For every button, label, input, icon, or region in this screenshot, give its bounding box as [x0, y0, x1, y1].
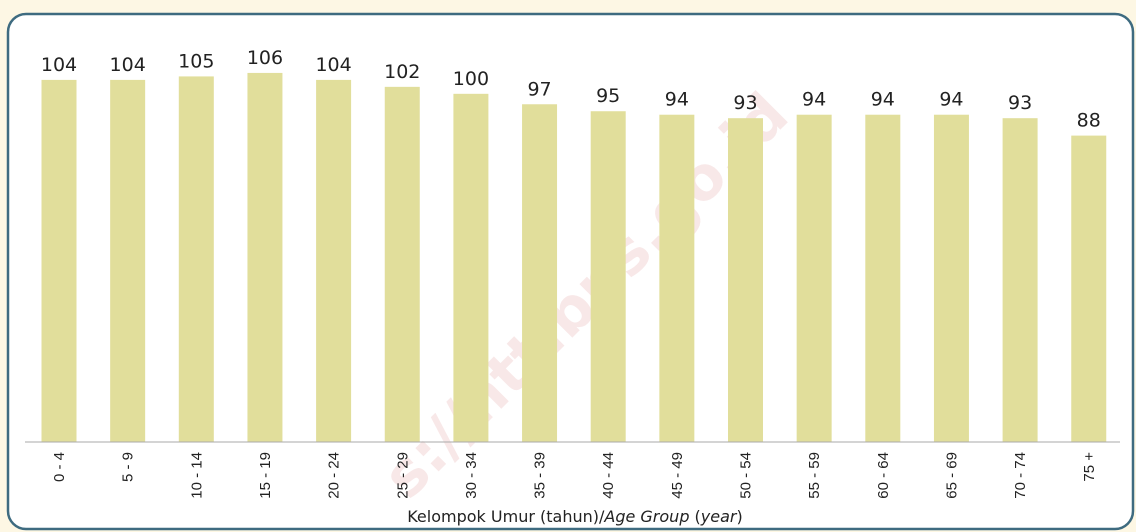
bar — [865, 114, 901, 442]
value-label: 94 — [871, 89, 895, 111]
value-label: 94 — [802, 89, 826, 111]
bar — [522, 104, 558, 442]
x-tick-label: 25 - 29 — [394, 452, 411, 499]
x-axis-label-part: Age Group — [603, 507, 689, 526]
value-label: 97 — [527, 78, 551, 100]
value-label: 105 — [178, 50, 214, 72]
x-tick-label: 5 - 9 — [120, 452, 137, 482]
bar — [1002, 118, 1038, 442]
bar — [316, 79, 352, 443]
x-tick-label: 55 - 59 — [806, 452, 823, 499]
x-tick-label: 10 - 14 — [188, 452, 205, 499]
bar — [178, 76, 214, 442]
bar — [41, 79, 77, 443]
value-label: 94 — [939, 89, 963, 111]
bar — [796, 114, 832, 442]
x-axis-label-part: year — [700, 507, 738, 526]
x-axis-label-part: ( — [689, 507, 700, 526]
bar — [590, 111, 626, 443]
x-tick-label: 35 - 39 — [532, 452, 549, 499]
x-axis-label-part: ) — [737, 507, 743, 526]
x-tick-label: 40 - 44 — [600, 452, 617, 499]
x-tick-label: 0 - 4 — [51, 452, 68, 482]
x-tick-label: 45 - 49 — [669, 452, 686, 499]
bar — [1071, 135, 1107, 442]
value-label: 93 — [733, 92, 757, 114]
value-label: 104 — [41, 54, 77, 76]
bars: 104 0 - 4 104 5 - 9 105 10 - 14 106 15 - 19 104 2… — [41, 47, 1107, 499]
value-label: 88 — [1077, 110, 1101, 132]
value-label: 106 — [247, 47, 283, 69]
value-label: 104 — [315, 54, 351, 76]
x-tick-label: 70 - 74 — [1012, 452, 1029, 499]
value-label: 100 — [453, 68, 489, 90]
x-tick-label: 50 - 54 — [738, 452, 755, 499]
bar — [247, 72, 283, 442]
x-tick-label: 65 - 69 — [943, 452, 960, 499]
x-tick-label: 60 - 64 — [875, 452, 892, 499]
x-tick-label: 20 - 24 — [326, 452, 343, 499]
value-label: 102 — [384, 61, 420, 83]
value-label: 94 — [665, 89, 689, 111]
x-tick-label: 30 - 34 — [463, 452, 480, 499]
x-tick-label: 75 + — [1081, 452, 1098, 482]
value-label: 93 — [1008, 92, 1032, 114]
x-axis-label: Kelompok Umur (tahun)/Age Group (year) — [407, 507, 743, 526]
bar — [728, 118, 763, 442]
bar — [933, 114, 969, 442]
bar — [659, 114, 695, 442]
value-label: 104 — [110, 54, 146, 76]
bar — [453, 93, 489, 443]
panel — [6, 12, 1135, 531]
bar — [384, 86, 420, 442]
bar — [110, 79, 146, 443]
x-tick-label: 15 - 19 — [257, 452, 274, 499]
x-axis-label-part: Kelompok Umur (tahun)/ — [407, 507, 605, 526]
value-label: 95 — [596, 85, 620, 107]
